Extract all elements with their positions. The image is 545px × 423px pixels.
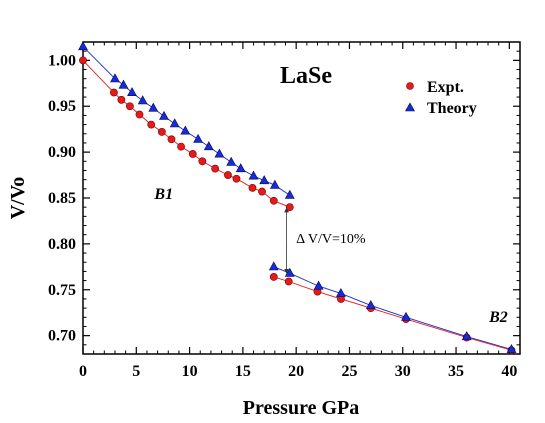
data-point-theory xyxy=(78,41,88,51)
data-point-expt xyxy=(285,203,294,212)
data-point-expt xyxy=(224,171,232,179)
y-tick-label: 0.85 xyxy=(48,190,76,207)
x-tick-label: 30 xyxy=(395,363,411,380)
axis-ticks: 0 5 10 15 20 25 30 35 40 0.70 0.75 0.80 0.85 0.90 0.95… xyxy=(48,41,521,380)
data-point-theory xyxy=(148,102,159,112)
x-tick-label: 15 xyxy=(235,363,251,380)
y-tick-label: 0.75 xyxy=(48,282,76,299)
legend-label-theory: Theory xyxy=(427,100,477,117)
chart-title: LaSe xyxy=(280,63,332,89)
data-point-expt xyxy=(211,164,220,173)
data-point-theory xyxy=(506,343,517,353)
y-tick-label: 1.00 xyxy=(48,52,76,69)
data-point-expt xyxy=(198,157,207,166)
data-point-theory xyxy=(313,280,324,290)
series-line-expt xyxy=(273,276,512,351)
data-point-theory xyxy=(365,299,376,309)
y-tick-label: 0.90 xyxy=(48,144,76,161)
x-tick-label: 40 xyxy=(501,363,517,380)
data-point-theory xyxy=(193,133,204,143)
data-point-theory xyxy=(127,87,137,96)
data-point-expt xyxy=(147,120,156,129)
data-point-theory xyxy=(335,287,346,297)
data-point-theory xyxy=(110,73,120,83)
data-point-expt xyxy=(135,110,144,119)
data-point-expt xyxy=(157,128,166,136)
data-point-theory xyxy=(180,125,191,135)
data-point-expt xyxy=(284,277,293,286)
data-point-theory xyxy=(259,175,270,185)
legend-marker-expt xyxy=(406,82,414,90)
data-point-expt xyxy=(125,102,134,111)
data-point-theory xyxy=(159,110,169,120)
data-point-theory xyxy=(284,189,295,199)
phase-label-b1: B1 xyxy=(153,186,173,203)
data-point-expt xyxy=(117,95,126,104)
data-point-theory xyxy=(203,141,214,151)
phase-label-b2: B2 xyxy=(488,309,508,326)
data-point-expt xyxy=(232,174,241,183)
data-point-theory xyxy=(269,179,280,189)
data-point-theory xyxy=(235,163,246,173)
data-point-expt xyxy=(177,142,185,151)
data-point-expt xyxy=(79,56,87,65)
data-point-theory xyxy=(401,311,411,321)
data-point-theory xyxy=(169,118,180,128)
series-line-theory xyxy=(82,46,291,196)
data-point-expt xyxy=(269,196,278,205)
data-point-expt xyxy=(269,273,278,281)
data-point-theory xyxy=(248,170,259,180)
data-point-expt xyxy=(258,187,266,196)
data-point-theory xyxy=(118,79,129,89)
legend-label-expt: Expt. xyxy=(427,79,464,96)
data-point-theory xyxy=(137,95,148,105)
data-point-expt xyxy=(167,135,176,144)
y-axis-label: V/Vo xyxy=(7,177,29,220)
x-axis-label: Pressure GPa xyxy=(243,397,359,419)
x-tick-label: 25 xyxy=(341,363,357,380)
volume-drop-annotation: Δ V/V=10% xyxy=(296,232,366,247)
data-point-theory xyxy=(226,156,237,166)
x-tick-label: 10 xyxy=(182,363,198,380)
series-line-theory xyxy=(273,266,512,350)
x-tick-label: 35 xyxy=(448,363,464,380)
data-point-theory xyxy=(214,148,225,158)
x-tick-label: 5 xyxy=(132,363,140,380)
data-point-expt xyxy=(248,184,257,192)
data-point-theory xyxy=(268,261,279,271)
y-tick-label: 0.70 xyxy=(48,328,76,345)
x-tick-label: 0 xyxy=(79,363,87,380)
x-tick-label: 20 xyxy=(288,363,304,380)
data-point-expt xyxy=(110,88,118,97)
legend-marker-theory xyxy=(404,102,416,112)
y-tick-label: 0.80 xyxy=(48,236,76,253)
series-points xyxy=(78,41,517,355)
y-tick-label: 0.95 xyxy=(48,98,76,115)
data-point-expt xyxy=(188,150,197,158)
data-point-theory xyxy=(461,331,472,341)
legend: Expt. Theory xyxy=(404,79,477,117)
